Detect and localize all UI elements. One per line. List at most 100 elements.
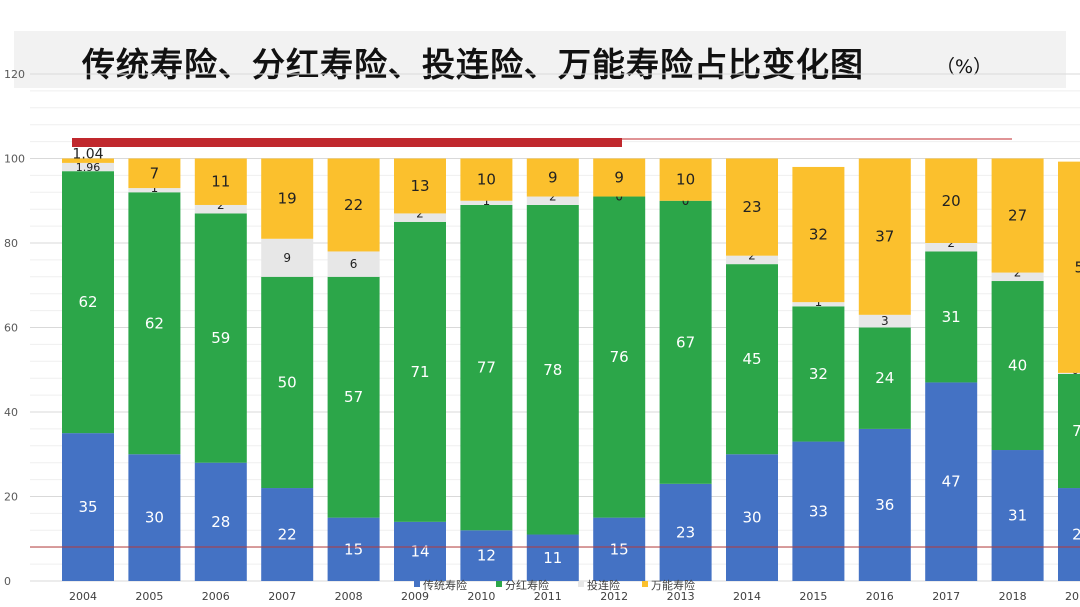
y-tick-label: 60	[4, 322, 18, 335]
data-label: 77	[477, 359, 496, 377]
data-label: 28	[211, 513, 230, 531]
bar-segment	[526, 534, 579, 581]
x-tick-label: 2012	[600, 590, 628, 603]
bar-segment	[261, 158, 314, 239]
bar-segment	[394, 158, 446, 214]
bar-segment	[726, 158, 778, 256]
data-label: 9	[614, 169, 624, 187]
x-tick-label: 2005	[135, 590, 163, 603]
data-label: 27	[1008, 207, 1027, 225]
data-label: 22	[278, 526, 297, 544]
data-label: 11	[211, 173, 230, 191]
data-label: 23	[742, 198, 761, 216]
legend-label: 传统寿险	[423, 578, 467, 592]
bar-segment	[659, 483, 712, 581]
data-label: 78	[543, 361, 562, 379]
bar-segment	[858, 428, 911, 581]
x-axis-ticks: 2004 2005 2006 2007 2008 2009 2010 2011 2012 2013…	[69, 590, 1080, 603]
data-label: 30	[145, 509, 164, 527]
bar-segment	[991, 158, 1044, 273]
data-label: 37	[875, 228, 894, 246]
bar-segment	[858, 158, 911, 315]
data-label: 31	[942, 308, 961, 326]
data-label: 1.04	[72, 147, 103, 163]
data-label: 6	[350, 257, 358, 271]
bar-segment	[62, 162, 114, 172]
bar-segment	[327, 251, 380, 277]
y-tick-label: 100	[4, 153, 25, 166]
x-tick-label: 2014	[733, 590, 761, 603]
bar-segment	[593, 517, 646, 581]
bar-segment	[194, 158, 247, 205]
bar-segment	[792, 441, 845, 581]
x-tick-label: 2011	[534, 590, 562, 603]
bar-segment	[128, 158, 181, 189]
bar-segment	[327, 517, 380, 581]
bar-segment	[327, 158, 380, 252]
bar-segment	[792, 166, 845, 303]
bar-segment	[1058, 372, 1080, 374]
data-label: 3	[881, 314, 889, 328]
bar-segment	[327, 276, 380, 518]
data-label: 31	[1008, 507, 1027, 525]
data-label: 10	[477, 171, 496, 189]
data-label: 50	[278, 373, 297, 391]
bar-segment	[261, 238, 314, 277]
data-label: 22	[344, 196, 363, 214]
data-label: 19	[278, 190, 297, 208]
data-label: 47	[942, 473, 961, 491]
data-label: 45	[742, 350, 761, 368]
bar-segment	[526, 204, 579, 535]
bar-segment	[925, 243, 978, 252]
bar-segment	[394, 221, 446, 522]
data-label: 33	[809, 502, 828, 520]
bar-segment	[194, 462, 247, 581]
bar-segment	[194, 213, 247, 463]
legend-swatch	[642, 581, 648, 587]
y-tick-label: 80	[4, 237, 18, 250]
legend-label: 投连险	[587, 578, 620, 592]
data-label: 40	[1008, 357, 1027, 375]
legend-label: 分红寿险	[505, 578, 549, 592]
bar-segment	[1058, 161, 1080, 373]
x-tick-label: 2006	[202, 590, 230, 603]
data-label: 57	[344, 388, 363, 406]
data-label: 9	[283, 251, 291, 265]
data-label: 10	[676, 171, 695, 189]
bar-segment	[858, 314, 911, 328]
bar-segment	[128, 192, 181, 455]
data-label: 30	[742, 509, 761, 527]
data-label: 24	[875, 369, 894, 387]
x-tick-label: 2018	[999, 590, 1027, 603]
data-label: 50	[1074, 258, 1080, 276]
title-band	[14, 31, 1066, 88]
x-tick-label: 2016	[866, 590, 894, 603]
data-label: 7	[150, 164, 160, 182]
bar-segment	[593, 158, 646, 197]
bar-segment	[593, 196, 646, 518]
legend-label: 万能寿险	[651, 578, 695, 592]
bar-segment	[460, 158, 513, 201]
data-label: 35	[78, 498, 97, 516]
bar-segment	[659, 200, 712, 484]
bar-segment	[1058, 373, 1080, 489]
x-tick-label: 2009	[401, 590, 429, 603]
bar-segment	[460, 200, 513, 205]
data-label: 15	[610, 540, 629, 558]
data-label: 76	[610, 348, 629, 366]
data-label: 67	[676, 333, 695, 351]
bar-segment	[925, 158, 978, 243]
bar-segment	[726, 454, 778, 581]
bar-segment	[394, 213, 446, 222]
x-tick-label: 2008	[335, 590, 363, 603]
y-tick-label: 0	[4, 575, 11, 588]
bar-segment	[659, 158, 712, 201]
bar-segment	[62, 171, 114, 434]
data-label: 13	[410, 177, 429, 195]
data-label: 9	[548, 169, 558, 187]
bar-segment	[261, 488, 314, 581]
legend-item: 分红寿险	[496, 578, 549, 592]
bar-segment	[460, 530, 513, 581]
x-tick-label: 2015	[799, 590, 827, 603]
